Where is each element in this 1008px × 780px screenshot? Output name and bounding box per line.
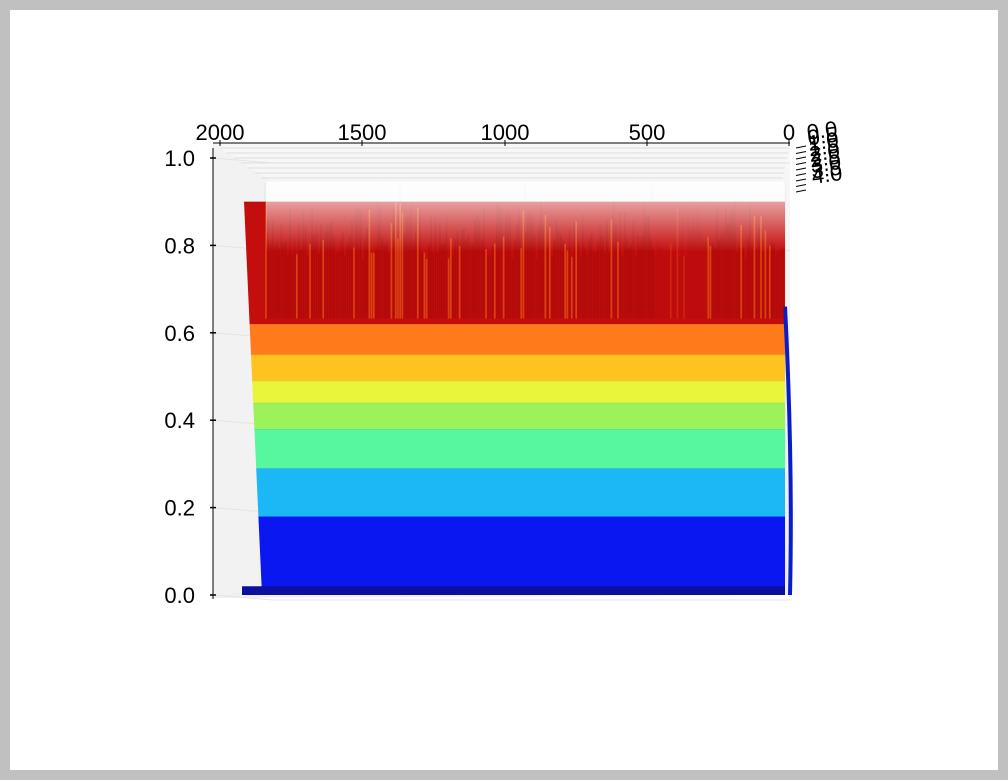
- y-tick: [795, 178, 807, 182]
- z-tick-label: 1.0: [164, 146, 195, 171]
- color-band: [254, 428, 785, 469]
- color-band: [252, 380, 785, 403]
- z-tick-label: 0.2: [164, 496, 195, 521]
- x-tick-label: 2000: [196, 120, 245, 145]
- y-tick: [795, 189, 807, 193]
- grid-line-z-left: [212, 157, 274, 164]
- x-tick-label: 1500: [338, 120, 387, 145]
- y-tick: [795, 173, 807, 176]
- x-tick-label: 1000: [481, 120, 530, 145]
- z-tick-label: 0.8: [164, 233, 195, 258]
- y-tick-label: 3.0: [809, 149, 843, 178]
- color-band: [251, 354, 785, 381]
- y-tick-label: 3.5: [809, 154, 843, 183]
- y-tick-label: 0.5: [806, 121, 840, 150]
- color-band: [256, 468, 785, 517]
- y-tick: [795, 162, 807, 165]
- x-tick-label: 500: [629, 120, 666, 145]
- z-tick-label: 0.0: [164, 583, 195, 608]
- y-tick-label: 1.5: [807, 132, 841, 161]
- color-band: [253, 402, 785, 429]
- y-tick-label: 2.0: [808, 138, 842, 167]
- surface-edge: [783, 306, 793, 596]
- y-tick: [795, 184, 807, 187]
- grid-line-z-left: [212, 594, 274, 601]
- y-tick-label: 0.0: [805, 116, 839, 145]
- surface-chart: 2000 1500 1000 500 00.00.20.40.60.81.00.00.5…: [164, 116, 844, 608]
- z-tick-label: 0.6: [164, 321, 195, 346]
- surface-base: [242, 586, 785, 595]
- y-tick: [795, 151, 807, 154]
- color-band: [249, 324, 786, 355]
- y-tick-label: 2.5: [808, 143, 842, 172]
- figure-frame: 2000 1500 1000 500 0 0.0 0.2 0.4 0.6 0.8 1.0 0.0 0.5…: [10, 10, 998, 770]
- z-tick-label: 0.4: [164, 408, 195, 433]
- color-band: [258, 516, 785, 595]
- y-tick: [795, 167, 807, 171]
- y-tick: [795, 145, 807, 149]
- y-tick-label: 1.0: [806, 127, 840, 156]
- y-tick: [795, 156, 807, 160]
- y-tick-label: 4.0: [810, 160, 844, 189]
- x-tick-label: 0: [783, 120, 795, 145]
- top-fade: [266, 181, 785, 252]
